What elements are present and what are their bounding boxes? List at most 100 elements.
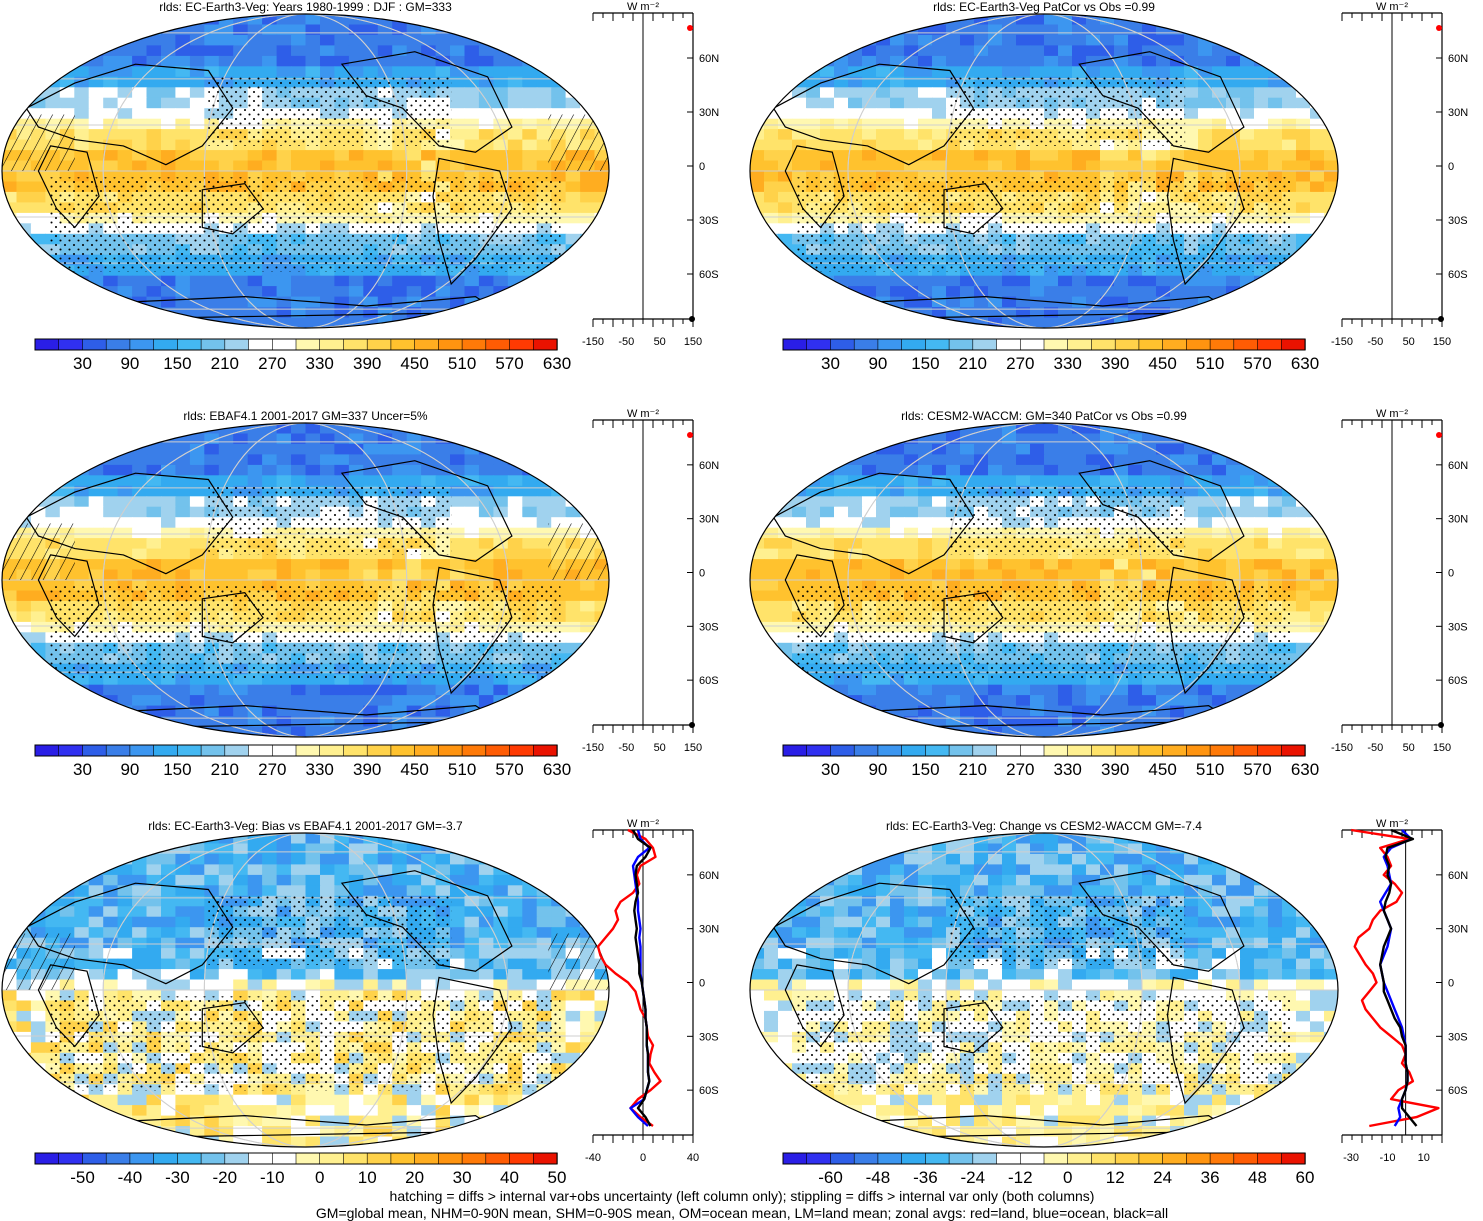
colorbar-swatch [485,1152,511,1165]
colorbar-swatch [1257,744,1282,757]
colorbar-swatch [414,744,440,757]
zonal-xtick: 150 [684,336,702,348]
map-border [1,422,610,738]
zonal-lat-label: 30N [699,107,719,119]
map-border [749,422,1339,738]
colorbar-swatch [58,338,84,351]
colorbar-swatch [1186,1152,1211,1165]
colorbar-swatch [1233,1152,1259,1165]
zonal-lat-label: 60S [1448,675,1468,687]
colorbar-swatch [438,338,463,351]
zonal-marker [689,722,695,728]
colorbar-label: 90 [120,760,139,779]
zonal-mean-plot: W m⁻² -40 0 40 60N 30N 0 30S 60S [585,818,719,1164]
zonal-xtick: 40 [687,1152,699,1164]
colorbar-label: 30 [73,354,92,373]
zonal-lat-label: 30N [1448,107,1468,119]
colorbar-swatch [925,338,950,351]
zonal-mean-plot: W m⁻² -150 -50 50 150 60N 30N 0 30S 60S [1331,408,1468,754]
colorbar-swatch [248,744,273,757]
colorbar-swatch [200,338,226,351]
zonal-lat-label: 0 [1448,568,1454,580]
colorbar-swatch [1233,338,1259,351]
world-map [750,423,1338,737]
colorbar-swatch [830,744,855,757]
colorbar-swatch [461,1152,487,1165]
colorbar-label: 450 [1148,354,1176,373]
colorbar-label: 630 [1291,760,1319,779]
colorbar-swatch [1067,744,1093,757]
colorbar-swatch [438,1152,463,1165]
colorbar-swatch [853,1152,879,1165]
zonal-lat-label: 0 [1448,978,1454,990]
zonal-marker [689,316,695,322]
colorbar-label: 150 [163,354,191,373]
zonal-xtick: -50 [618,742,634,754]
colorbar-swatch [319,744,345,757]
colorbar-label: 390 [353,354,381,373]
colorbar-label: 390 [1101,354,1129,373]
colorbar-label: 270 [1006,760,1034,779]
colorbar-swatch [82,338,107,351]
colorbar-swatch [390,1152,416,1165]
colorbar-swatch [271,1152,297,1165]
colorbar-label: -50 [70,1168,95,1187]
colorbar-swatch [532,338,558,351]
colorbar-swatch [853,744,879,757]
colorbar-label: 210 [959,354,987,373]
zonal-land-line [1350,828,1440,1128]
zonal-land-line [596,828,662,1127]
zonal-lat-label: 60S [1448,1085,1468,1097]
zonal-lat-label: 60S [699,675,719,687]
colorbar-swatch [532,1152,558,1165]
colorbar-label: 330 [1054,760,1082,779]
footer-line-1: hatching = diffs > internal var+obs unce… [390,1188,1095,1204]
colorbar-swatch [414,338,440,351]
colorbar-swatch [853,338,879,351]
colorbar-label: 510 [1196,354,1224,373]
colorbar-swatch [1114,1152,1140,1165]
colorbar-swatch [1257,1152,1282,1165]
colorbar-label: 30 [73,760,92,779]
colorbar-label: 0 [1063,1168,1072,1187]
zonal-lat-label: 30S [699,621,719,633]
colorbar-swatch [1281,744,1306,757]
colorbar-swatch [925,1152,950,1165]
colorbar-label: 630 [543,354,571,373]
colorbar-swatch [485,338,511,351]
colorbar-swatch [295,744,321,757]
colorbar-swatch [1019,338,1045,351]
zonal-lat-label: 0 [699,161,705,173]
colorbar-swatch [177,1152,202,1165]
colorbar-label: 270 [258,760,286,779]
panel-title: rlds: EBAF4.1 2001-2017 GM=337 Uncer=5% [183,409,427,423]
colorbar: 30 90 150 210 270 330 390 450 510 570 630 [782,744,1319,779]
colorbar-swatch [1043,1152,1069,1165]
colorbar-label: 570 [1243,354,1271,373]
zonal-lat-label: 0 [1448,161,1454,173]
panel-title: rlds: EC-Earth3-Veg: Change vs CESM2-WAC… [886,819,1202,833]
zonal-xtick: 10 [1418,1152,1430,1164]
colorbar-swatch [1233,744,1259,757]
colorbar-swatch [200,1152,226,1165]
colorbar-swatch [343,744,368,757]
colorbar-swatch [1209,1152,1235,1165]
colorbar-swatch [34,744,60,757]
colorbar-label: -20 [213,1168,238,1187]
colorbar-swatch [177,744,202,757]
world-map [750,833,1338,1147]
world-map [2,14,609,328]
colorbar-swatch [82,744,107,757]
colorbar-label: 60 [1296,1168,1315,1187]
colorbar-swatch [806,1152,832,1165]
zonal-lat-label: 60S [699,1085,719,1097]
colorbar-swatch [153,744,179,757]
zonal-all-line [631,829,652,1127]
colorbar-swatch [877,744,903,757]
colorbar-swatch [224,744,250,757]
zonal-xtick: -150 [582,742,604,754]
zonal-marker [687,432,693,438]
colorbar-swatch [248,338,273,351]
colorbar-label: 210 [211,354,239,373]
